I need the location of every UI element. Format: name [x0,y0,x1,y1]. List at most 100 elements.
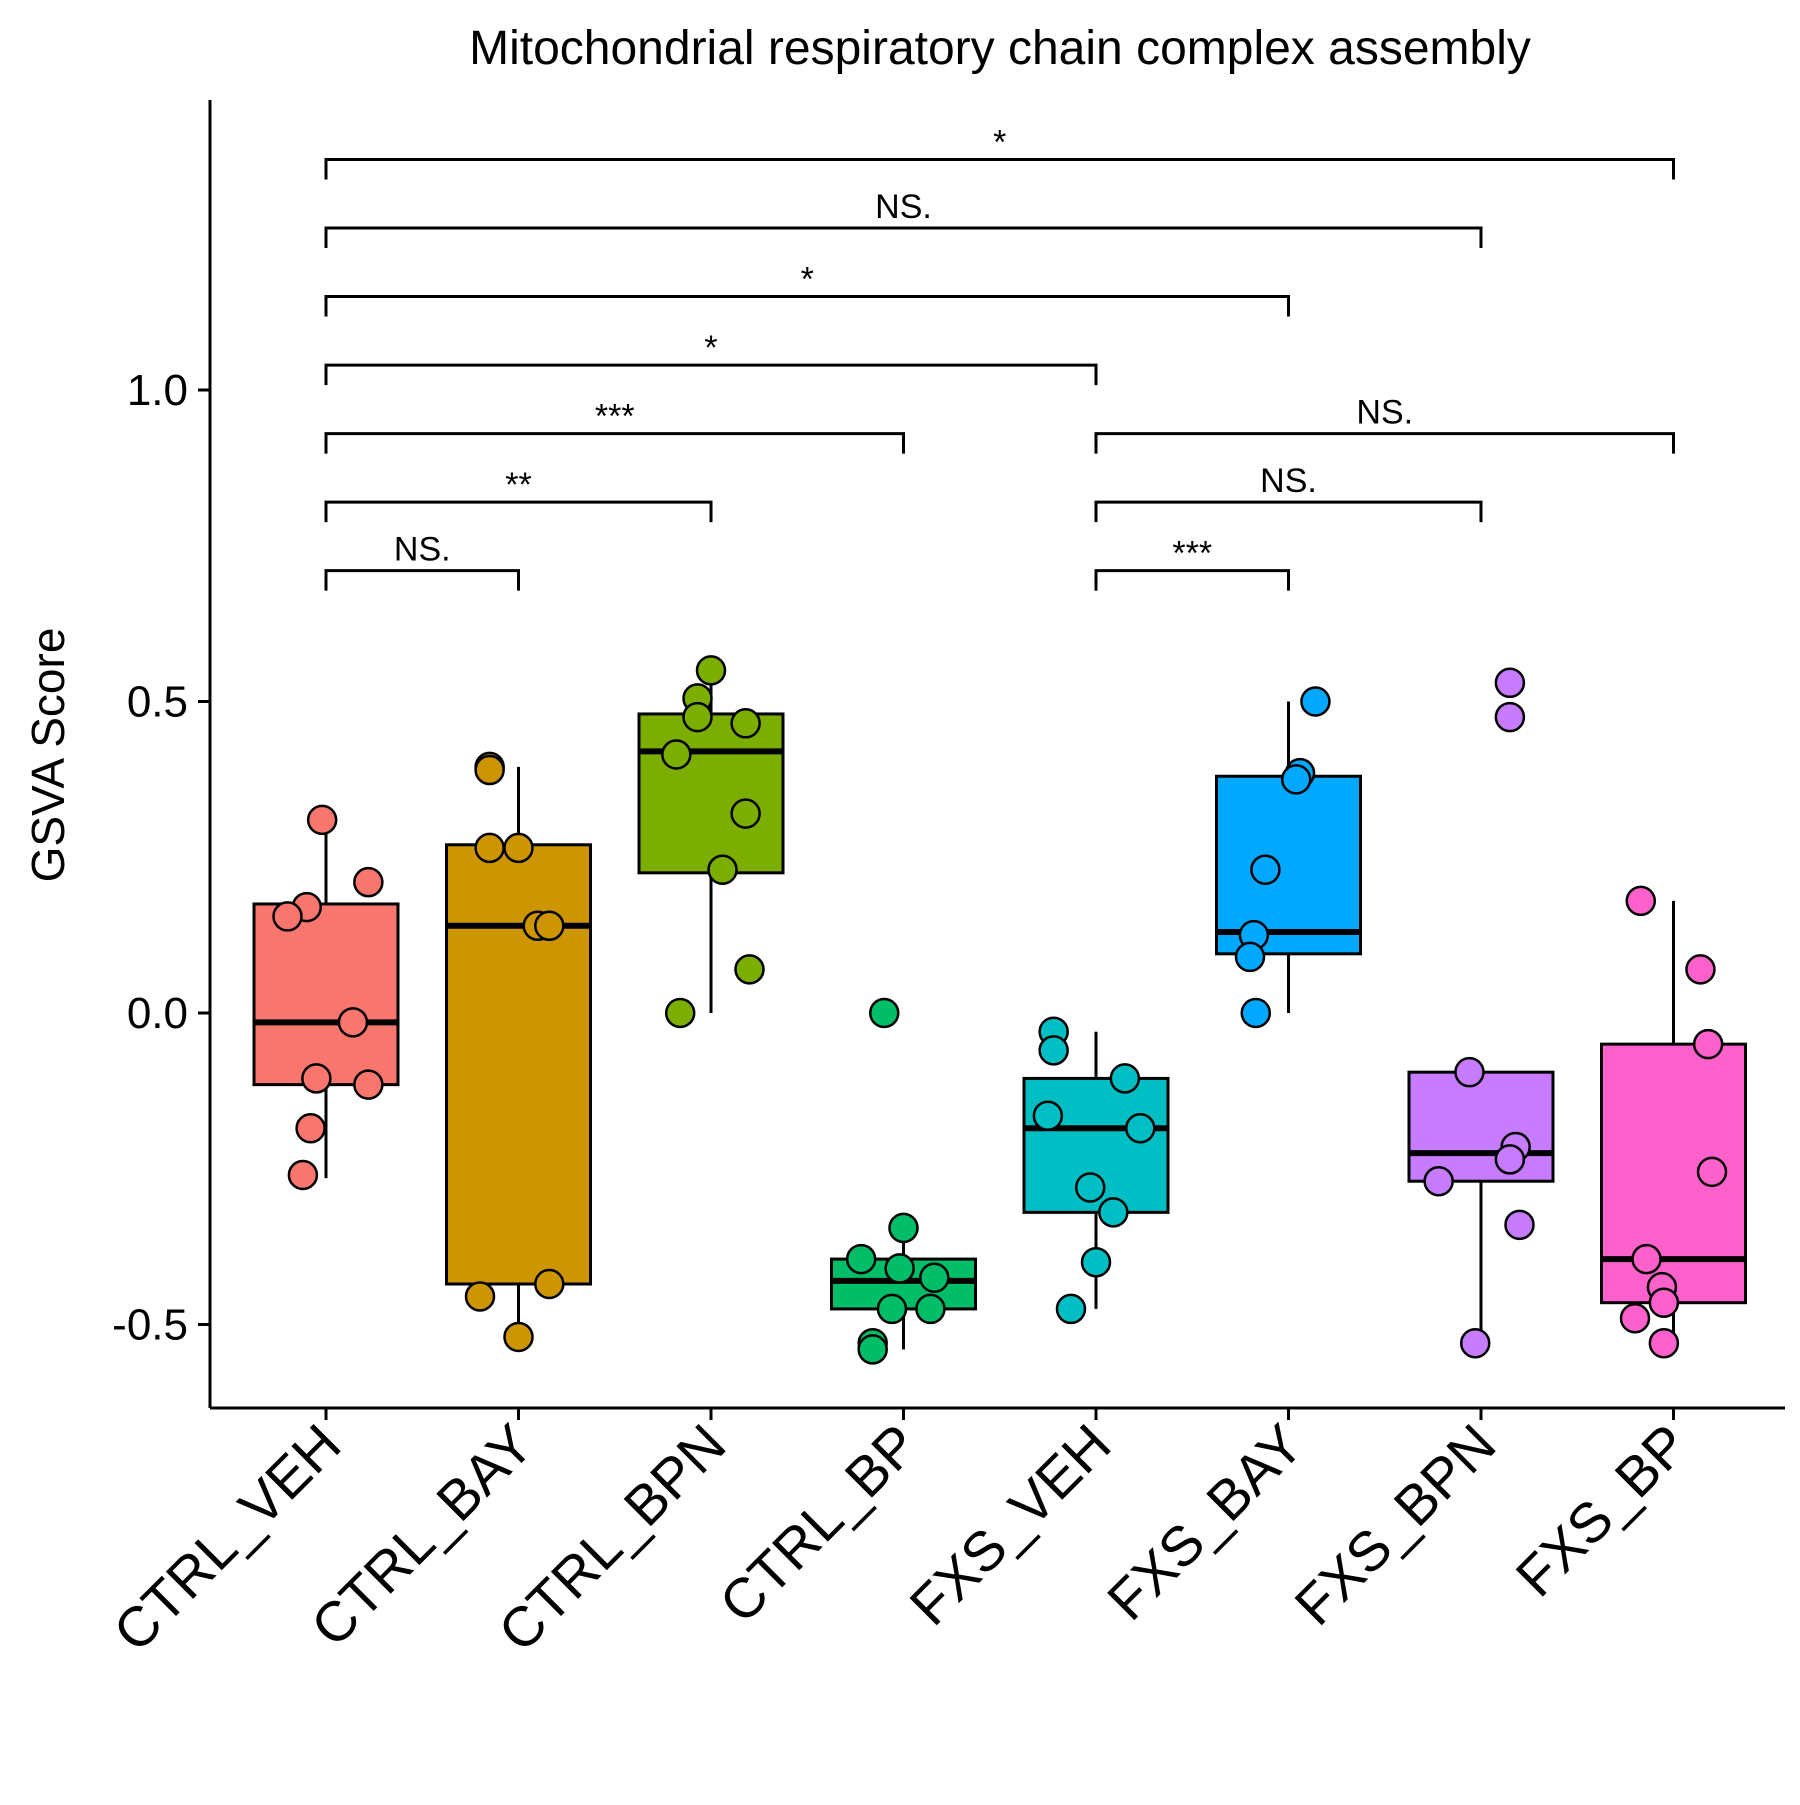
significance-label: * [704,329,717,367]
bracket-line [324,295,1290,317]
data-point [503,832,534,864]
significance-bracket: *** [324,398,905,454]
data-point [503,1321,534,1353]
box-CTRL_VEH [252,816,400,1179]
data-point [857,1334,888,1365]
data-point [1074,1172,1106,1203]
data-point [1240,997,1272,1029]
data-point [295,1113,326,1144]
significance-label: NS. [875,188,932,226]
data-point [915,1293,946,1325]
significance-label: ** [505,466,531,504]
data-point [888,1212,919,1244]
significance-label: *** [595,398,635,436]
data-point [734,954,765,985]
box-CTRL_BPN [637,670,785,1013]
data-point [1494,667,1526,699]
data-point [1038,1035,1069,1066]
data-point [1494,1144,1526,1175]
x-tick-label: CTRL_BP [707,1412,930,1635]
data-point [1098,1197,1129,1228]
data-point [869,997,900,1029]
bracket-line [1094,432,1675,454]
box-iqr [445,843,592,1286]
data-point [353,866,384,898]
data-point [1648,1327,1680,1359]
significance-bracket: NS. [1094,394,1675,454]
significance-label: * [993,123,1006,161]
significance-label: NS. [1356,394,1413,432]
box-iqr [1215,774,1362,956]
data-point [301,1063,332,1094]
significance-bracket: * [324,329,1098,386]
y-axis-label: GSVA Score [22,628,74,883]
data-point [730,708,761,739]
data-point [730,798,761,829]
data-point [919,1262,950,1294]
data-point [474,754,505,786]
data-point [337,1007,369,1038]
data-point [272,901,303,932]
data-point [876,1293,908,1325]
bracket-line [1094,569,1290,591]
data-point [353,1069,384,1100]
data-point [707,854,738,885]
significance-bracket: *** [1094,535,1290,591]
data-point [1625,885,1657,917]
chart-title: Mitochondrial respiratory chain complex … [469,22,1531,75]
data-point [695,655,727,686]
significance-bracket: * [324,261,1290,317]
data-point [1696,1156,1728,1188]
bracket-line [324,432,905,454]
significance-bracket: NS. [324,531,520,591]
data-point [1055,1293,1087,1325]
x-tick-label: FXS_VEH [897,1412,1122,1637]
data-point [1692,1028,1724,1060]
bracket-line [324,569,520,591]
data-point [1631,1243,1662,1275]
data-point [1685,954,1716,985]
y-tick-label: 0.0 [127,989,188,1038]
data-point [1423,1165,1454,1197]
box-iqr [1407,1070,1555,1183]
data-point [1648,1287,1680,1318]
data-point [474,832,505,864]
bracket-line [324,363,1098,386]
data-point [464,1281,496,1312]
significance-label: NS. [394,531,451,569]
data-point [534,1268,565,1300]
data-point [1504,1209,1535,1241]
data-point [1234,941,1266,973]
data-point [1250,854,1281,885]
x-tick-label: FXS_BPN [1282,1412,1507,1637]
data-point [664,997,696,1029]
x-tick-label: FXS_BP [1504,1412,1700,1608]
bracket-line [324,500,713,523]
data-point [287,1159,319,1191]
significance-bracket: NS. [1094,462,1483,523]
bracket-line [324,157,1675,180]
box-FXS_BPN [1407,1070,1555,1344]
data-point [845,1243,877,1275]
significance-label: * [801,261,814,299]
data-point [1109,1063,1141,1094]
data-point [661,739,692,770]
y-tick-label: 0.5 [127,678,188,727]
data-point [534,910,565,942]
significance-bracket: * [324,123,1675,180]
significance-bracket: NS. [324,188,1483,249]
data-point [1459,1327,1491,1359]
significance-label: *** [1172,535,1212,573]
data-point [1280,764,1312,795]
y-tick-label: -0.5 [112,1301,188,1350]
bracket-line [1094,500,1483,523]
data-point [1080,1246,1112,1278]
box-FXS_BAY [1215,701,1362,1013]
data-point [1032,1100,1064,1132]
bracket-line [324,226,1483,249]
data-point [1300,686,1331,717]
box-iqr [252,902,400,1087]
data-point [1454,1056,1485,1088]
